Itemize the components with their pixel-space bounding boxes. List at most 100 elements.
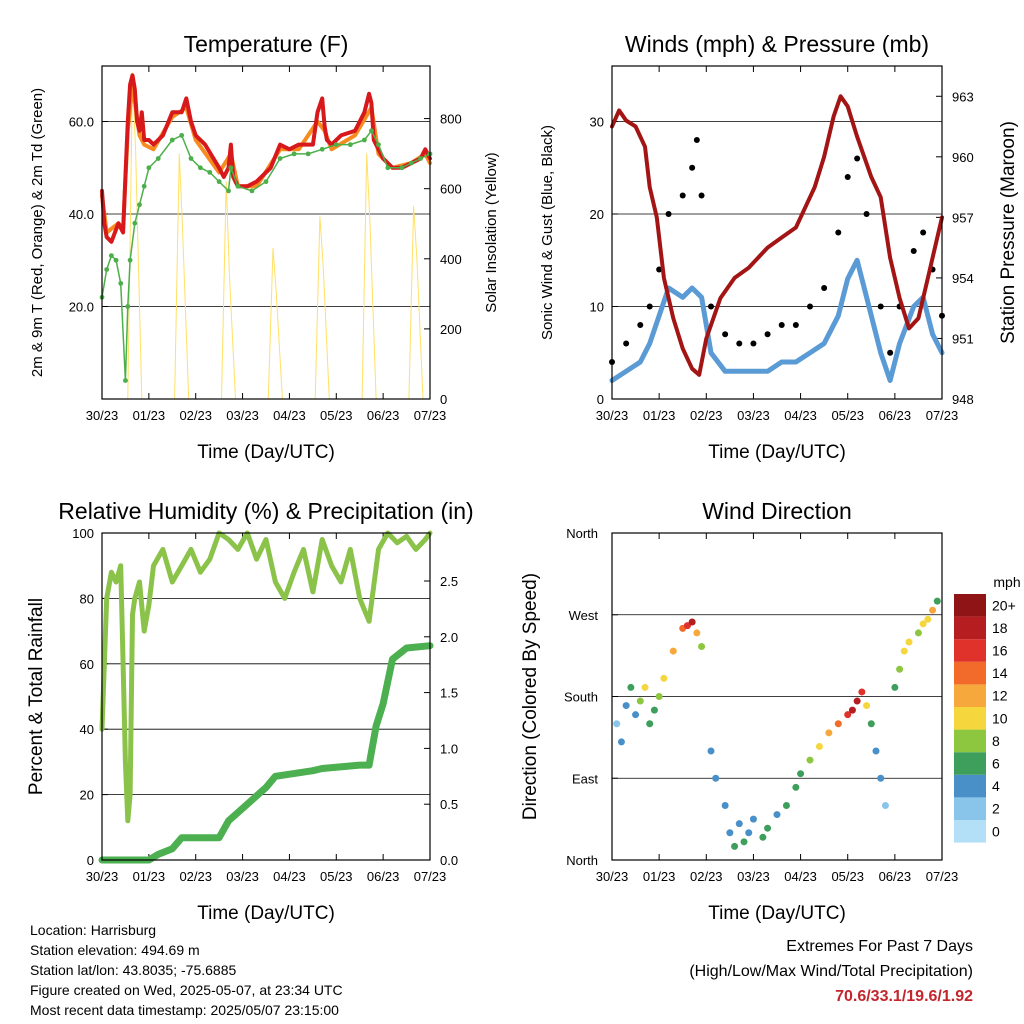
recent-timestamp-text: Most recent data timestamp: 2025/05/07 2… [30, 1002, 339, 1018]
wind-series [609, 94, 945, 383]
colorbar-label: 2 [992, 801, 1000, 817]
colorbar-label: 12 [992, 688, 1008, 704]
direction-point [726, 829, 734, 837]
x-tick-label: 07/23 [414, 869, 447, 884]
direction-point [825, 729, 833, 737]
direction-point [646, 720, 654, 728]
temp-2m-line [100, 73, 432, 244]
gust-point [736, 340, 743, 347]
gust-point [656, 266, 663, 273]
colorbar-swatch [954, 797, 986, 820]
y2-tick-label: 200 [440, 322, 462, 337]
y-tick-label: 60.0 [69, 115, 94, 130]
x-tick-label: 05/23 [320, 408, 353, 423]
gust-point [877, 303, 884, 310]
y2-tick-label: 0 [440, 392, 447, 407]
direction-point [919, 620, 927, 628]
direction-point [650, 706, 658, 714]
direction-point [806, 756, 814, 764]
colorbar-label: 10 [992, 710, 1008, 726]
direction-point [617, 738, 625, 746]
gust-point [778, 322, 785, 328]
y-tick-label: 40.0 [69, 207, 94, 222]
direction-point [669, 647, 677, 655]
chart-title: Wind Direction [702, 498, 852, 524]
direction-point [641, 683, 649, 691]
y-tick-label: North [566, 526, 598, 541]
direction-point [872, 747, 880, 755]
direction-point [896, 665, 904, 673]
gust-point [722, 331, 729, 338]
x-tick-label: 06/23 [367, 869, 400, 884]
y-tick-label: 0 [87, 853, 94, 868]
direction-point [636, 697, 644, 705]
direction-point [881, 802, 889, 809]
gust-point [623, 340, 630, 347]
y-tick-label: 80 [80, 591, 94, 606]
y2-tick-label: 0.5 [440, 797, 458, 812]
extremes-heading: Extremes For Past 7 Days [786, 938, 973, 955]
panel-2: Winds (mph) & Pressure (mb) 30/23 01/23 02/… [539, 31, 1019, 463]
gust-point [854, 155, 861, 162]
colorbar-swatch [954, 729, 986, 753]
x-tick-label: 02/23 [690, 869, 723, 884]
y-tick-label: South [564, 690, 598, 705]
chart-title: Temperature (F) [184, 31, 349, 57]
gust-point [807, 303, 813, 310]
direction-point [759, 833, 767, 841]
gust-point [693, 137, 700, 143]
x-tick-label: 05/23 [320, 869, 353, 884]
x-tick-label: 07/23 [414, 408, 447, 423]
x-tick-label: 03/23 [226, 408, 259, 423]
x-tick-label: 05/23 [831, 408, 864, 423]
direction-point [848, 706, 856, 714]
direction-point [933, 597, 941, 605]
gust-point [689, 164, 696, 171]
direction-point [815, 742, 823, 750]
y-axis-label: Percent & Total Rainfall [26, 598, 47, 795]
direction-point [853, 697, 861, 705]
direction-point [632, 711, 640, 719]
y2-tick-label: 400 [440, 252, 462, 267]
x-tick-label: 05/23 [831, 869, 864, 884]
y2-tick-label: 600 [440, 182, 462, 197]
y2-tick-label: 957 [952, 210, 974, 225]
x-tick-label: 06/23 [879, 408, 912, 423]
station-info: Location: Harrisburg Station elevation: … [30, 920, 343, 1020]
y2-axis-label: Solar Insolation (Yellow) [483, 152, 500, 312]
x-axis-label: Time (Day/UTC) [708, 442, 846, 463]
y-tick-label: 30 [590, 115, 604, 130]
x-tick-label: 01/23 [643, 869, 676, 884]
colorbar-swatch [954, 684, 986, 707]
y-tick-label: 20 [80, 788, 94, 803]
x-tick-label: 07/23 [926, 408, 959, 423]
colorbar-swatch [954, 752, 986, 775]
gust-point [665, 211, 672, 217]
colorbar-label: 0 [992, 823, 1000, 839]
x-tick-label: 30/23 [86, 408, 119, 423]
x-tick-label: 04/23 [273, 408, 306, 423]
created-text: Figure created on Wed, 2025-05-07, at 23… [30, 982, 343, 998]
x-axis-label: Time (Day/UTC) [197, 442, 335, 463]
y2-tick-label: 2.0 [440, 630, 458, 645]
direction-point [683, 622, 691, 630]
direction-point [929, 606, 937, 614]
colorbar-swatch [954, 707, 986, 730]
panel-4: Wind Direction 30/23 01/23 02/23 03/23 04/23 0… [520, 498, 1021, 924]
y-tick-label: 20 [590, 207, 604, 222]
direction-point [773, 811, 781, 819]
dewpoint-line [101, 130, 431, 382]
direction-point [764, 824, 772, 832]
x-tick-label: 06/23 [367, 408, 400, 423]
direction-point [924, 615, 932, 623]
plot-frame [101, 532, 431, 861]
direction-point [655, 693, 663, 700]
chart-title: Winds (mph) & Pressure (mb) [625, 31, 929, 57]
y-tick-label: 40 [80, 722, 94, 737]
gust-point [708, 303, 714, 310]
x-tick-label: 30/23 [596, 869, 629, 884]
latlon-text: Station lat/lon: 43.8035; -75.6885 [30, 962, 237, 978]
y2-tick-label: 1.5 [440, 686, 458, 701]
x-tick-label: 02/23 [690, 408, 723, 423]
total-precipitation-line [98, 642, 434, 864]
